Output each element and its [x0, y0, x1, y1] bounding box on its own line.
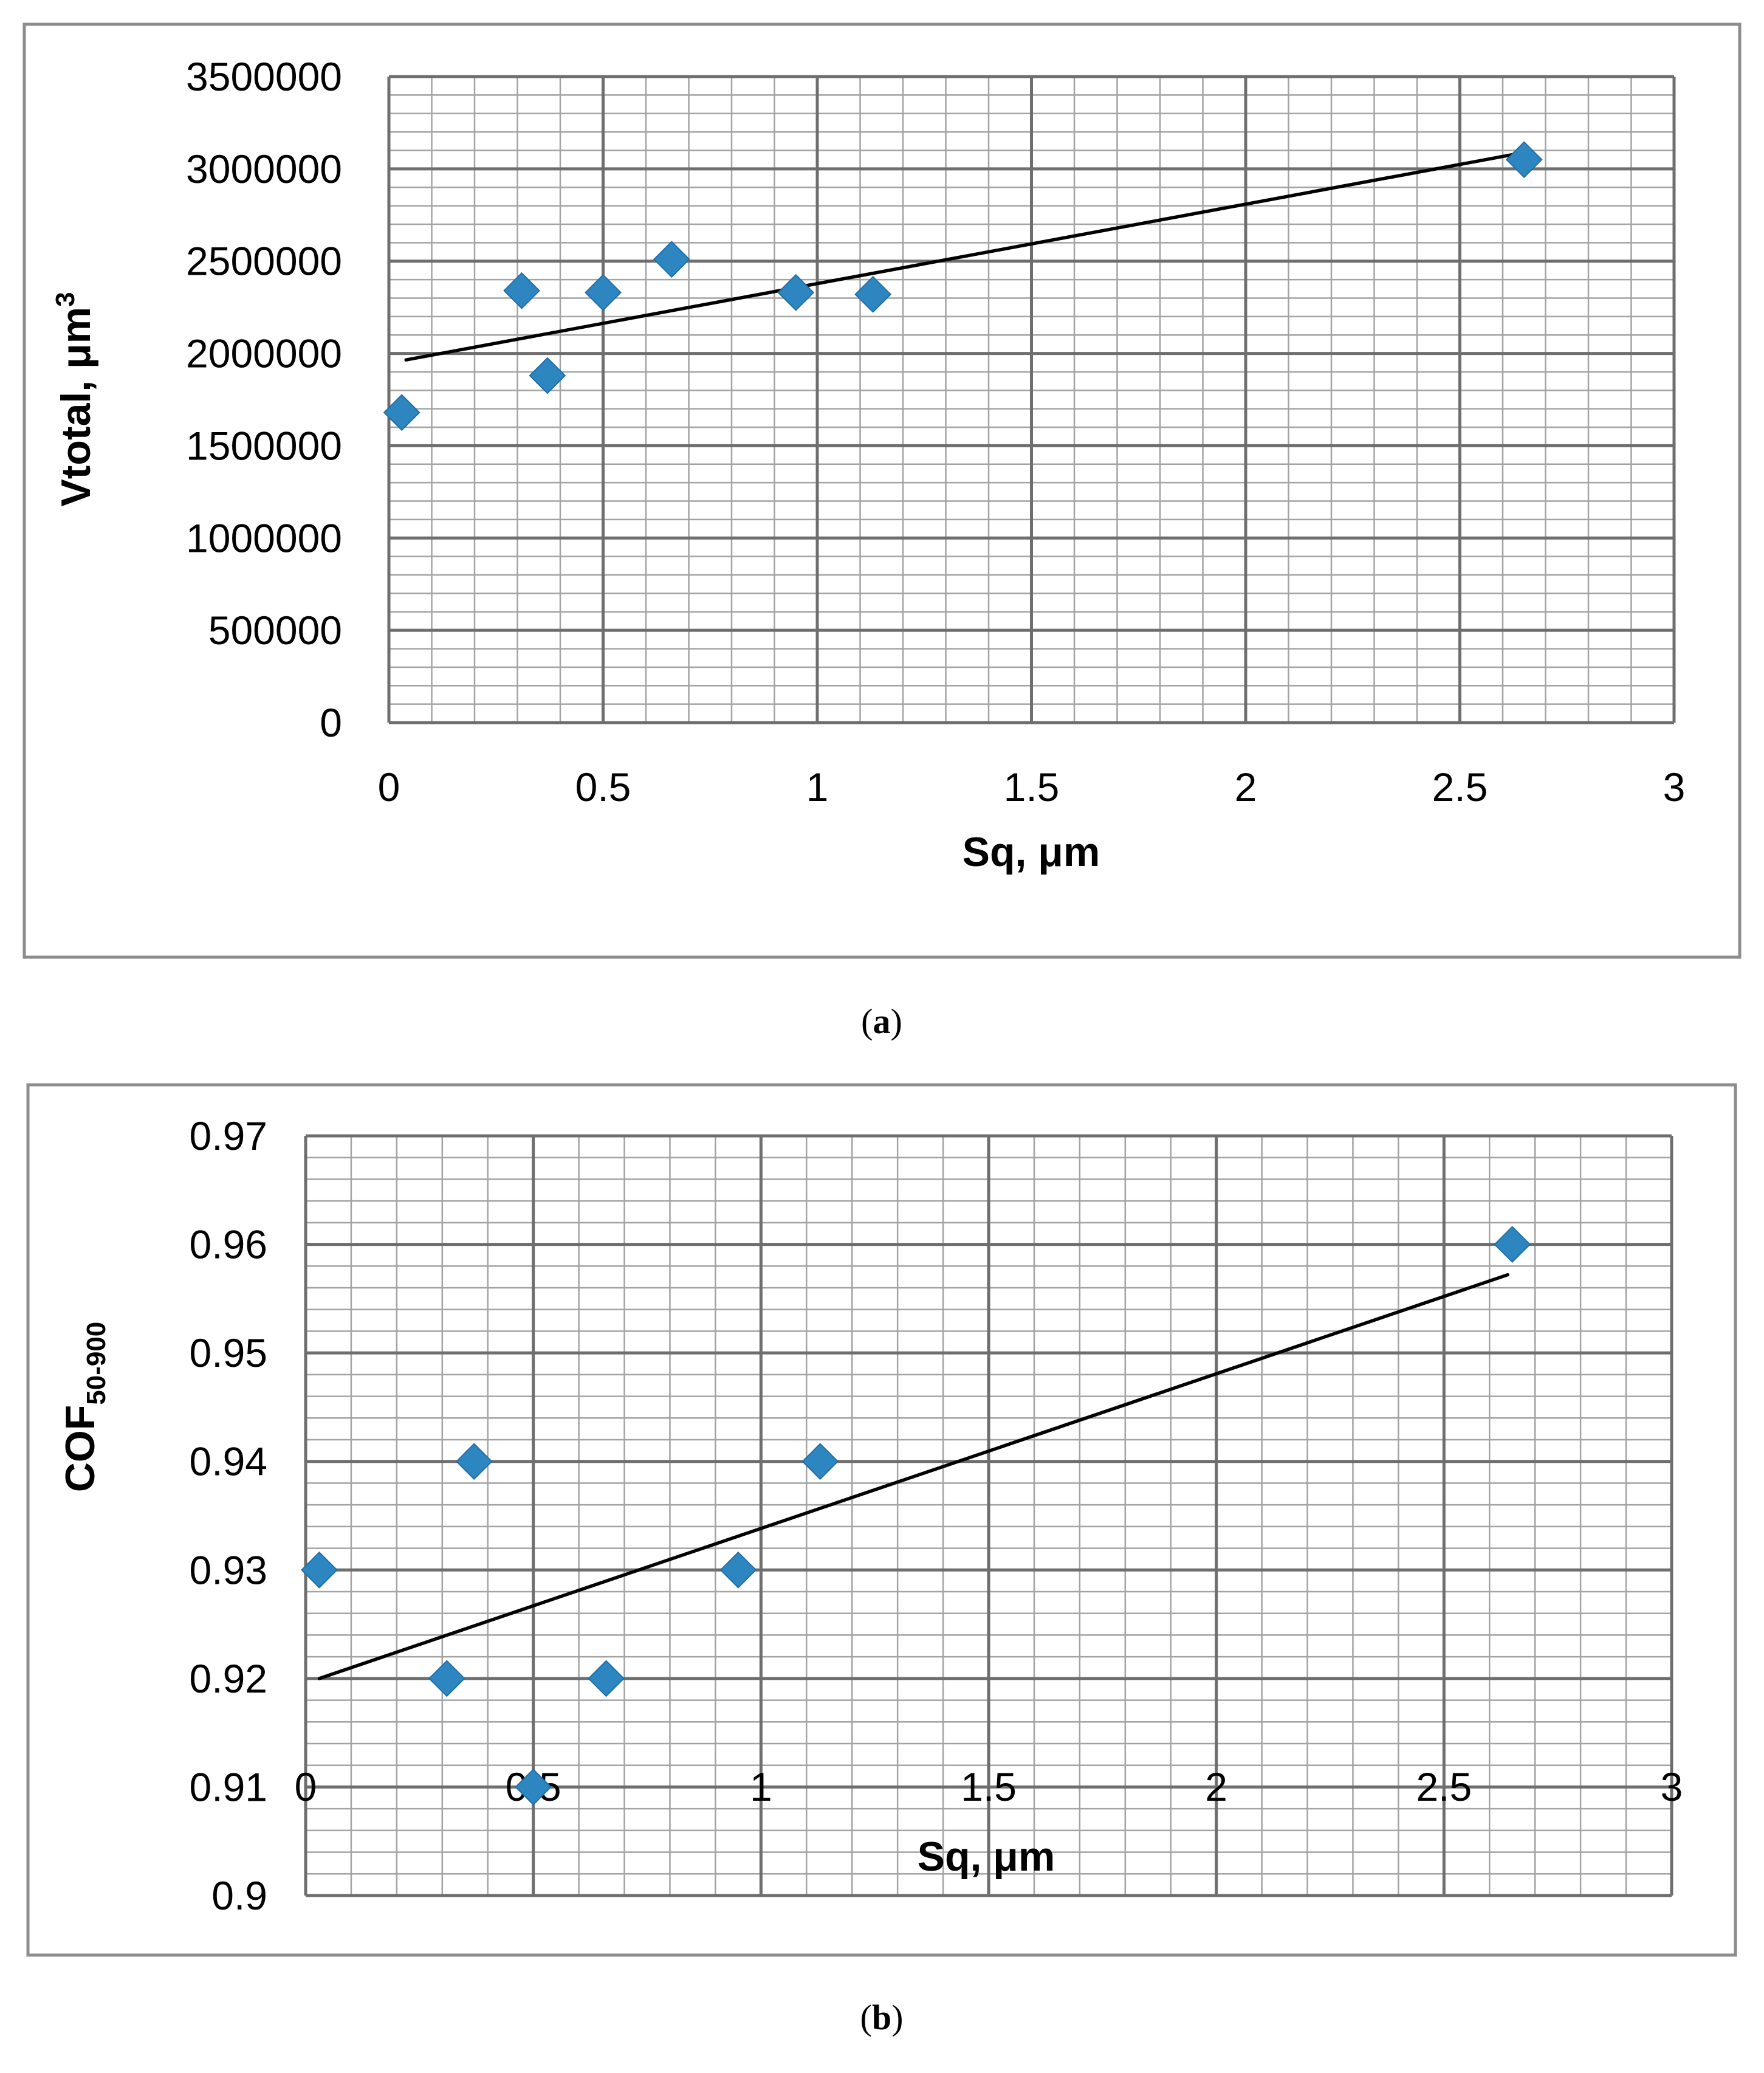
y-tick-label: 0.96 [190, 1222, 267, 1267]
data-point [1505, 141, 1543, 179]
data-point [301, 1551, 338, 1589]
y-tick-label: 1000000 [186, 515, 342, 560]
x-tick-label: 1 [806, 765, 829, 810]
y-tick-label: 0 [320, 700, 342, 745]
caption-letter: a [873, 1002, 891, 1041]
y-tick-label: 0.95 [190, 1330, 267, 1375]
data-points [301, 1226, 1531, 1806]
x-tick-label: 1.5 [1004, 765, 1060, 810]
y-tick-label: 0.93 [190, 1547, 267, 1592]
data-point [588, 1660, 625, 1697]
x-tick-label: 0 [378, 765, 400, 810]
data-point [383, 394, 420, 431]
y-axis-title-main: Vtotal, μm [53, 307, 99, 507]
y-tick-label: 2000000 [186, 331, 342, 376]
trendline [317, 1273, 1509, 1680]
data-point [515, 1769, 552, 1806]
data-points [383, 141, 1543, 431]
x-tick-label: 2 [1235, 765, 1257, 810]
x-tick-label: 1 [750, 1764, 772, 1809]
chart-frame [22, 22, 1742, 959]
data-point [719, 1551, 757, 1589]
chart-panel-a: 0 500000 1000000 1500000 2000000 2500000 30000… [22, 22, 1742, 1041]
caption-open: ( [861, 1002, 873, 1041]
y-tick-label: 2500000 [186, 239, 342, 284]
data-point [777, 273, 815, 311]
chart-panel-b: 0.90.910.920.930.940.950.960.9700.511.52… [0, 1054, 1764, 2073]
y-tick-label: 0.94 [190, 1439, 267, 1484]
y-tick-label: 0.92 [190, 1656, 267, 1701]
y-tick-label: 0.97 [190, 1113, 267, 1158]
chart-b-svg: 0.90.910.920.930.940.950.960.9700.511.52… [26, 1083, 1737, 2037]
y-axis-title-superscript: 3 [50, 292, 80, 306]
data-point [653, 241, 690, 278]
caption-letter: b [872, 1998, 891, 2037]
data-point [801, 1443, 839, 1480]
chart-a-svg: 0 500000 1000000 1500000 2000000 2500000 30000… [22, 22, 1742, 1041]
data-point [503, 272, 540, 309]
x-axis-title: Sq, μm [963, 829, 1100, 875]
x-tick-label: 3 [1661, 1764, 1683, 1809]
data-point [529, 357, 566, 394]
trendline [404, 152, 1517, 362]
data-point [455, 1443, 493, 1480]
data-point [428, 1660, 465, 1697]
x-tick-label: 2.5 [1432, 765, 1488, 810]
chart-frame [26, 1083, 1737, 1957]
x-axis-title: Sq, μm [918, 1834, 1055, 1880]
y-tick-label: 3000000 [186, 146, 342, 191]
x-tick-label: 3 [1663, 765, 1686, 810]
figure-caption: (b) [860, 1998, 904, 2037]
y-axis-title: Vtotal, μm3 [50, 292, 99, 506]
y-axis-title: COF50-900 [57, 1322, 111, 1493]
major-grid [387, 75, 1676, 724]
y-tick-label: 3500000 [186, 54, 342, 99]
y-tick-label: 1500000 [186, 423, 342, 468]
data-point [1494, 1226, 1531, 1263]
x-tick-label: 2 [1205, 1764, 1227, 1809]
data-point [854, 275, 892, 313]
y-tick-label: 0.91 [190, 1764, 267, 1809]
x-tick-label: 1.5 [961, 1764, 1017, 1809]
x-tick-label: 2.5 [1416, 1764, 1472, 1809]
caption-close: ) [891, 1002, 902, 1041]
x-tick-label: 0 [295, 1764, 317, 1809]
x-tick-label: 0.5 [575, 765, 631, 810]
caption-open: ( [860, 1998, 872, 2037]
y-tick-label: 0.9 [211, 1873, 267, 1918]
caption-close: ) [891, 1998, 903, 2037]
y-axis-title-main: COF [57, 1405, 103, 1493]
y-axis-title-subscript: 50-900 [81, 1322, 111, 1405]
data-point [585, 273, 622, 311]
y-tick-label: 500000 [208, 608, 342, 653]
figure-caption: (a) [861, 1002, 902, 1041]
